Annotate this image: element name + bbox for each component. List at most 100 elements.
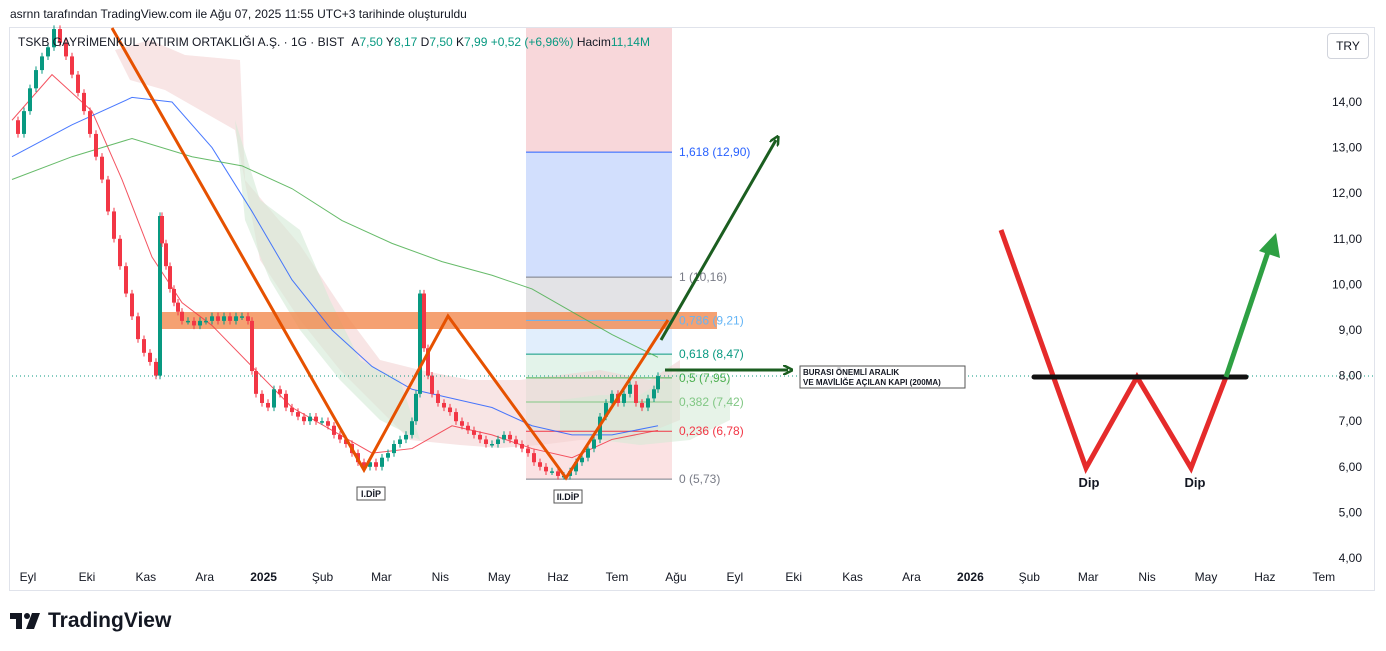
x-axis-tick: Mar: [1078, 570, 1099, 584]
logo-text: TradingView: [48, 609, 172, 632]
x-axis-tick: Eki: [79, 570, 96, 584]
y-axis-tick: 5,00: [1339, 505, 1363, 519]
candle-body: [160, 216, 164, 244]
candle-body: [484, 439, 488, 444]
candle-body: [418, 293, 422, 394]
close-value: 7,99: [464, 35, 488, 49]
candle-body: [46, 47, 50, 57]
y-axis-tick: 6,00: [1339, 460, 1363, 474]
candle-body: [64, 42, 68, 57]
candle-body: [580, 457, 584, 463]
low-label: D: [420, 35, 430, 49]
x-axis-tick: Eki: [785, 570, 802, 584]
candle-body: [538, 462, 542, 467]
candle-body: [130, 293, 134, 317]
candle-body: [442, 402, 446, 408]
candle-body: [16, 120, 20, 134]
candle-body: [604, 402, 608, 417]
y-axis-tick: 14,00: [1332, 95, 1362, 109]
note-box: [799, 365, 966, 389]
candle-body: [254, 371, 258, 394]
candle-body: [250, 320, 254, 372]
candle-body: [302, 416, 306, 422]
chart-caption: asrnn tarafından TradingView.com ile Ağu…: [10, 7, 467, 21]
candle-body: [246, 316, 250, 321]
candle-body: [290, 407, 294, 413]
candle-body: [460, 421, 464, 426]
candle-body: [52, 29, 56, 48]
x-axis-tick: Mar: [371, 570, 392, 584]
w-illustration-green: [1223, 248, 1272, 378]
candle-body: [386, 453, 390, 458]
fib-label: 1,618 (12,90): [679, 145, 750, 159]
x-axis-tick: Eyl: [726, 570, 743, 584]
x-axis-tick: Ağu: [665, 570, 686, 584]
candle-body: [422, 293, 426, 349]
fib-label: 0,382 (7,42): [679, 395, 744, 409]
fib-label: 0 (5,73): [679, 472, 720, 486]
candle-body: [490, 444, 494, 446]
fib-label: 0,236 (6,78): [679, 424, 744, 438]
candle-body: [338, 434, 342, 440]
w-illustration-red: [998, 229, 1229, 475]
candle-body: [652, 389, 656, 399]
fib-label: 0,5 (7,95): [679, 371, 730, 385]
candle-body: [326, 421, 330, 426]
candle-body: [496, 439, 500, 444]
currency-button[interactable]: TRY: [1327, 33, 1369, 59]
candle-body: [172, 288, 176, 303]
open-label: A: [351, 35, 360, 49]
candle-body: [260, 393, 264, 403]
candle-body: [198, 320, 202, 326]
candle-body: [154, 361, 158, 376]
w-dip-1-label: Dip: [1079, 475, 1100, 490]
candle-body: [228, 316, 232, 321]
w-dip-2-label: Dip: [1185, 475, 1206, 490]
candle-body: [628, 384, 632, 394]
candle-body: [106, 179, 110, 212]
change-value: +0,52 (+6,96%): [490, 35, 574, 49]
fib-label: 1 (10,16): [679, 270, 727, 284]
candle-body: [472, 430, 476, 435]
candle-body: [520, 444, 524, 449]
candle-body: [656, 376, 660, 390]
x-axis-tick: Şub: [312, 570, 334, 584]
cloud-green: [235, 120, 420, 440]
y-axis-tick: 13,00: [1332, 141, 1362, 155]
x-axis-tick: May: [1195, 570, 1218, 584]
first-bottom-label: I.DİP: [361, 489, 381, 499]
candle-body: [454, 412, 458, 422]
chart-frame[interactable]: [9, 27, 1375, 591]
low-value: 7,50: [429, 35, 453, 49]
candle-body: [414, 393, 418, 422]
candle-body: [58, 29, 62, 43]
candle-body: [404, 434, 408, 440]
candle-body: [222, 316, 226, 321]
candle-body: [392, 444, 396, 454]
candle-body: [466, 425, 470, 431]
tradingview-logo[interactable]: TradingView: [10, 608, 171, 634]
candle-body: [448, 407, 452, 413]
x-axis-tick: Tem: [1312, 570, 1335, 584]
candle-body: [112, 211, 116, 239]
candle-body: [284, 393, 288, 408]
x-axis-tick: 2026: [957, 570, 984, 584]
candle-body: [374, 462, 378, 467]
candle-body: [164, 243, 168, 267]
candle-body: [502, 434, 506, 440]
candle-body: [192, 320, 196, 326]
candle-body: [100, 156, 104, 180]
candle-body: [550, 471, 554, 473]
candle-body: [94, 133, 98, 157]
y-axis-tick: 7,00: [1339, 414, 1363, 428]
candle-body: [204, 320, 208, 323]
y-axis-tick: 11,00: [1333, 232, 1362, 246]
candle-body: [436, 393, 440, 403]
x-axis-tick: Haz: [1254, 570, 1275, 584]
x-axis-tick: Nis: [432, 570, 449, 584]
first-bottom-label-box: [356, 486, 386, 501]
open-value: 7,50: [359, 35, 383, 49]
x-axis-tick: 2025: [250, 570, 277, 584]
note-line-1: BURASI ÖNEMLİ ARALIK: [803, 368, 899, 377]
